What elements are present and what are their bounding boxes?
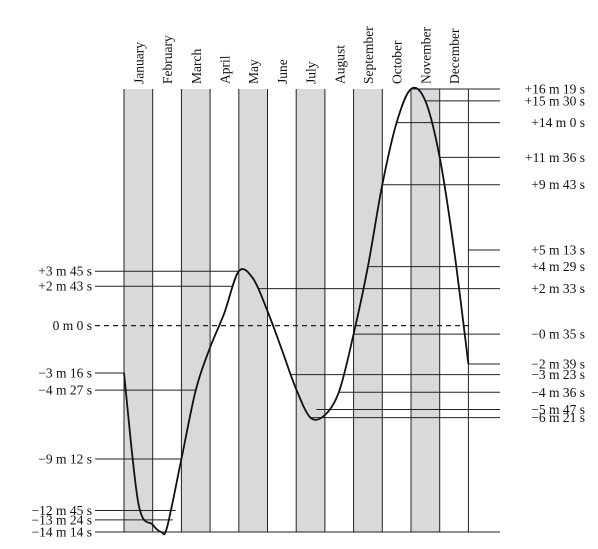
- value-label-left-minus-14-m-14-s: −14 m 14 s: [32, 525, 93, 540]
- value-label-right-plus-15-m-30-s: +15 m 30 s: [525, 93, 586, 108]
- value-label-left-minus-3-m-16-s: −3 m 16 s: [38, 365, 92, 380]
- leader-lines: [95, 88, 500, 533]
- value-label-right-plus-14-m-0-s: +14 m 0 s: [531, 115, 585, 130]
- zero-label: 0 m 0 s: [53, 318, 92, 333]
- band-january: [124, 89, 153, 532]
- month-label-march: March: [189, 49, 204, 84]
- month-labels: January February March April May June July Augu…: [131, 26, 462, 84]
- month-label-july: July: [304, 61, 319, 84]
- value-label-right-minus-0-m-35-s: −0 m 35 s: [531, 327, 585, 342]
- value-label-left-plus-3-m-45-s: +3 m 45 s: [38, 264, 92, 279]
- value-label-right-minus-4-m-36-s: −4 m 36 s: [531, 385, 585, 400]
- month-label-december: December: [447, 28, 462, 84]
- value-label-left-plus-2-m-43-s: +2 m 43 s: [38, 279, 92, 294]
- month-label-may: May: [246, 59, 261, 84]
- value-label-right-plus-2-m-33-s: +2 m 33 s: [531, 281, 585, 296]
- band-may: [238, 89, 268, 532]
- month-label-june: June: [275, 59, 290, 84]
- value-label-right-minus-3-m-23-s: −3 m 23 s: [531, 367, 585, 382]
- value-label-right-plus-5-m-13-s: +5 m 13 s: [531, 242, 585, 257]
- value-label-right-minus-5-m-47-s: −5 m 47 s: [531, 402, 585, 417]
- month-label-october: October: [390, 40, 405, 84]
- value-label-right-plus-4-m-29-s: +4 m 29 s: [531, 259, 585, 274]
- value-labels: +3 m 45 s+2 m 43 s −3 m 16 s −4 m 27 s −9 m…: [32, 82, 586, 540]
- value-label-right-plus-11-m-36-s: +11 m 36 s: [525, 150, 585, 165]
- equation-of-time-line: [123, 86, 470, 536]
- equation-of-time-curve: [123, 86, 470, 536]
- value-label-left-minus-4-m-27-s: −4 m 27 s: [38, 383, 92, 398]
- month-label-september: September: [361, 26, 376, 84]
- value-label-right-plus-16-m-19-s: +16 m 19 s: [525, 82, 586, 97]
- band-september: [353, 89, 383, 532]
- value-label-right-minus-6-m-21-s: −6 m 21 s: [531, 410, 585, 425]
- band-july: [296, 89, 325, 532]
- month-label-february: February: [160, 35, 175, 84]
- value-label-right-minus-2-m-39-s: −2 m 39 s: [531, 357, 585, 372]
- value-label-left-minus-9-m-12-s: −9 m 12 s: [38, 452, 92, 467]
- month-label-january: January: [131, 42, 146, 84]
- value-label-left-minus-12-m-45-s: −12 m 45 s: [32, 503, 93, 518]
- band-november: [411, 89, 440, 532]
- band-march: [181, 89, 211, 532]
- month-label-april: April: [217, 55, 232, 84]
- month-label-august: August: [332, 45, 347, 84]
- value-label-left-minus-13-m-24-s: −13 m 24 s: [32, 512, 93, 527]
- month-label-november: November: [418, 27, 433, 84]
- value-label-right-plus-9-m-43-s: +9 m 43 s: [531, 177, 585, 192]
